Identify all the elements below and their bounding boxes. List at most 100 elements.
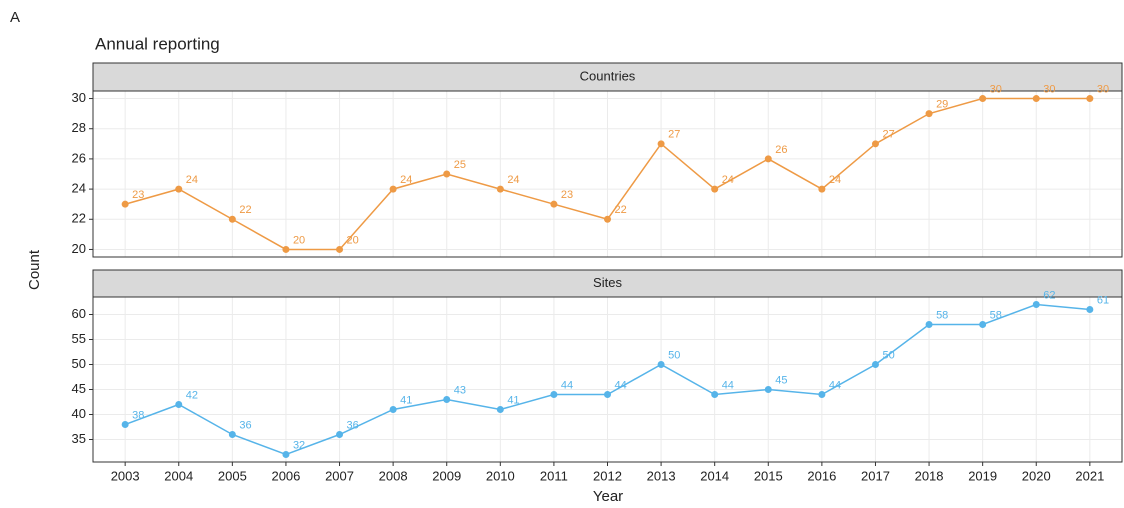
point bbox=[1032, 301, 1040, 308]
point bbox=[764, 386, 772, 393]
y-tick-label: 45 bbox=[72, 381, 86, 396]
data-label: 30 bbox=[1043, 83, 1055, 95]
data-label: 29 bbox=[936, 99, 948, 111]
point bbox=[818, 185, 826, 193]
x-tick-label: 2009 bbox=[432, 468, 461, 483]
point bbox=[925, 321, 933, 328]
data-label: 24 bbox=[186, 174, 198, 186]
point bbox=[228, 431, 236, 438]
point bbox=[336, 245, 344, 253]
point bbox=[443, 170, 451, 178]
point bbox=[389, 406, 397, 413]
data-label: 22 bbox=[239, 204, 251, 216]
panel-tag: A bbox=[10, 9, 20, 26]
data-label: 27 bbox=[668, 129, 680, 141]
y-tick-label: 30 bbox=[72, 90, 86, 105]
point bbox=[389, 185, 397, 193]
point bbox=[282, 451, 290, 458]
point bbox=[496, 406, 504, 413]
y-axis-label: Count bbox=[26, 249, 43, 290]
panel-border bbox=[92, 90, 1123, 258]
point bbox=[764, 155, 772, 163]
data-label: 41 bbox=[400, 394, 412, 406]
x-tick-label: 2020 bbox=[1022, 468, 1051, 483]
chart-title: Annual reporting bbox=[95, 34, 220, 53]
data-label: 30 bbox=[1097, 83, 1109, 95]
x-tick-label: 2018 bbox=[915, 468, 944, 483]
data-label: 26 bbox=[775, 144, 787, 156]
data-label: 58 bbox=[990, 309, 1002, 321]
x-tick-label: 2021 bbox=[1075, 468, 1104, 483]
strip-label: Sites bbox=[593, 275, 622, 290]
point bbox=[121, 421, 129, 428]
x-tick-label: 2007 bbox=[325, 468, 354, 483]
data-label: 45 bbox=[775, 374, 787, 386]
point bbox=[336, 431, 344, 438]
x-tick-label: 2013 bbox=[647, 468, 676, 483]
x-tick-label: 2014 bbox=[700, 468, 729, 483]
x-tick-label: 2008 bbox=[379, 468, 408, 483]
data-label: 24 bbox=[829, 174, 841, 186]
data-label: 23 bbox=[132, 189, 144, 201]
data-label: 58 bbox=[936, 309, 948, 321]
y-tick-label: 55 bbox=[72, 331, 86, 346]
x-tick-label: 2006 bbox=[271, 468, 300, 483]
point bbox=[979, 95, 987, 103]
data-label: 44 bbox=[561, 379, 573, 391]
x-tick-label: 2015 bbox=[754, 468, 783, 483]
data-label: 41 bbox=[507, 394, 519, 406]
x-tick-label: 2003 bbox=[111, 468, 140, 483]
y-tick-label: 60 bbox=[72, 306, 86, 321]
point bbox=[711, 391, 719, 398]
x-tick-label: 2016 bbox=[807, 468, 836, 483]
point bbox=[550, 391, 558, 398]
data-label: 22 bbox=[615, 204, 627, 216]
point bbox=[925, 110, 933, 118]
point bbox=[871, 361, 879, 368]
point bbox=[496, 185, 504, 193]
y-tick-label: 26 bbox=[72, 150, 86, 165]
x-tick-label: 2012 bbox=[593, 468, 622, 483]
data-label: 36 bbox=[239, 419, 251, 431]
point bbox=[175, 401, 183, 408]
data-label: 24 bbox=[400, 174, 412, 186]
y-tick-label: 50 bbox=[72, 356, 86, 371]
y-tick-label: 22 bbox=[72, 211, 86, 226]
data-label: 43 bbox=[454, 384, 466, 396]
y-tick-label: 20 bbox=[72, 241, 86, 256]
point bbox=[175, 185, 183, 193]
strip bbox=[92, 269, 1123, 298]
point bbox=[604, 215, 611, 223]
x-tick-label: 2010 bbox=[486, 468, 515, 483]
x-axis-label: Year bbox=[593, 488, 623, 505]
data-label: 36 bbox=[347, 419, 359, 431]
point bbox=[1086, 95, 1094, 103]
point bbox=[657, 140, 665, 148]
data-label: 42 bbox=[186, 389, 198, 401]
data-label: 44 bbox=[722, 379, 734, 391]
y-tick-label: 28 bbox=[72, 120, 86, 135]
x-tick-label: 2004 bbox=[164, 468, 193, 483]
point bbox=[1086, 306, 1094, 313]
data-label: 24 bbox=[722, 174, 734, 186]
data-label: 20 bbox=[347, 234, 359, 246]
data-label: 20 bbox=[293, 234, 305, 246]
point bbox=[711, 185, 719, 193]
point bbox=[282, 245, 290, 253]
point bbox=[443, 396, 451, 403]
x-tick-label: 2017 bbox=[861, 468, 890, 483]
data-label: 50 bbox=[882, 349, 894, 361]
y-tick-label: 40 bbox=[72, 406, 86, 421]
strip bbox=[92, 62, 1123, 92]
x-tick-label: 2011 bbox=[540, 468, 568, 483]
data-label: 62 bbox=[1043, 289, 1055, 301]
data-label: 25 bbox=[454, 159, 466, 171]
data-label: 50 bbox=[668, 349, 680, 361]
x-tick-label: 2019 bbox=[968, 468, 997, 483]
point bbox=[121, 200, 129, 208]
y-tick-label: 24 bbox=[72, 181, 86, 196]
point bbox=[1032, 95, 1040, 103]
data-label: 44 bbox=[829, 379, 841, 391]
point bbox=[871, 140, 879, 148]
